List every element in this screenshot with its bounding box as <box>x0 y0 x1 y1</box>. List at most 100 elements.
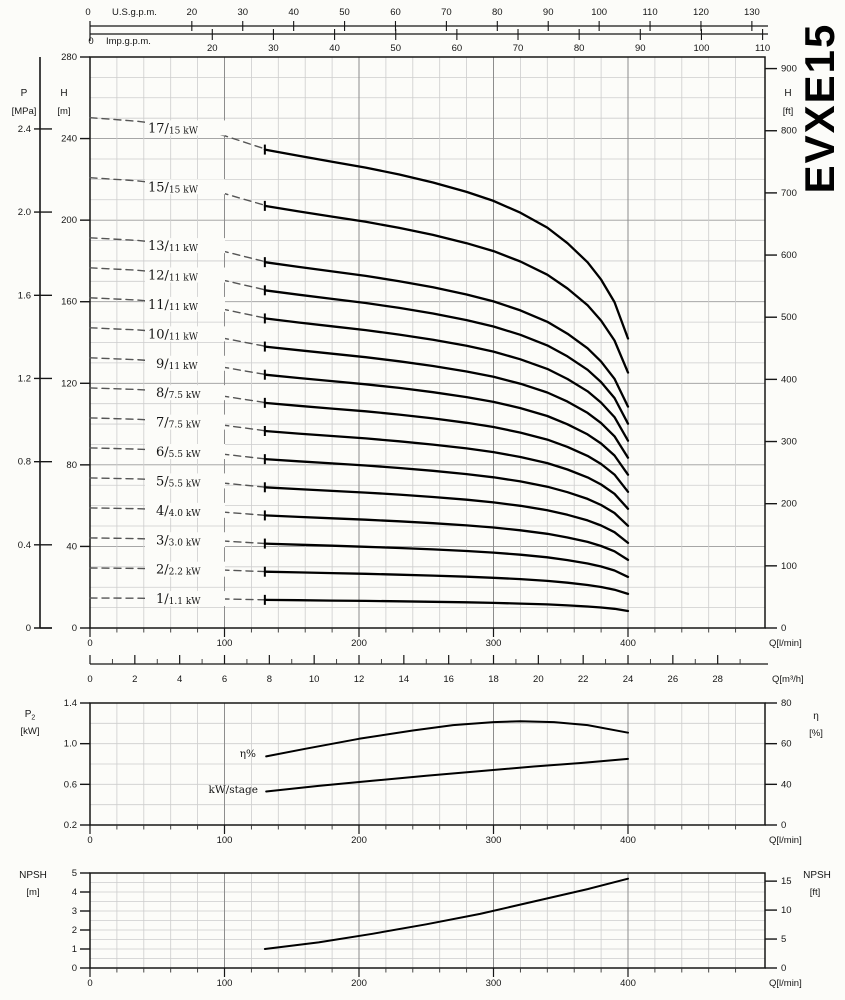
svg-text:2: 2 <box>132 674 137 685</box>
svg-text:0.8: 0.8 <box>18 457 31 468</box>
svg-text:300: 300 <box>486 835 502 846</box>
svg-text:300: 300 <box>486 978 502 989</box>
svg-text:5: 5 <box>781 934 786 945</box>
eta-axis-title: η <box>813 711 819 722</box>
power-curves: η% kW/stage <box>209 720 629 796</box>
svg-text:26: 26 <box>668 674 679 685</box>
hq-curve-12-stages <box>263 285 630 425</box>
svg-text:16: 16 <box>443 674 454 685</box>
svg-text:100: 100 <box>781 561 797 572</box>
svg-text:0: 0 <box>72 623 77 634</box>
svg-text:200: 200 <box>781 499 797 510</box>
svg-text:200: 200 <box>351 638 367 649</box>
svg-text:300: 300 <box>486 638 502 649</box>
svg-text:12: 12 <box>354 674 365 685</box>
npsh-curve <box>263 877 629 950</box>
svg-text:500: 500 <box>781 312 797 323</box>
svg-text:30: 30 <box>237 7 248 18</box>
svg-text:0: 0 <box>87 674 92 685</box>
svg-text:110: 110 <box>642 7 657 18</box>
head-axis-m: H [m] 280 240 200 160 120 80 40 0 <box>57 52 90 634</box>
curve-label-5-stages: 5/5.5 kW <box>156 474 201 489</box>
hq-curve-11-stages <box>263 313 630 442</box>
hq-curve-2-stages <box>263 566 630 596</box>
svg-text:400: 400 <box>781 374 797 385</box>
hq-curve-1-stages <box>263 594 630 613</box>
svg-text:22: 22 <box>578 674 589 685</box>
svg-text:24: 24 <box>623 674 634 685</box>
svg-text:50: 50 <box>390 43 401 54</box>
svg-text:1.0: 1.0 <box>64 739 77 750</box>
svg-text:Q[l/min]: Q[l/min] <box>769 638 802 649</box>
us-gpm-axis-title: U.S.g.p.m. <box>112 7 157 18</box>
model-title: EVXE15 <box>796 22 843 194</box>
svg-text:100: 100 <box>217 835 233 846</box>
npsh-ft-axis: NPSH [ft] 15 10 5 0 <box>765 870 831 974</box>
h-axis-title: H <box>60 88 67 99</box>
eta-axis: η [%] 80 60 40 0 <box>765 698 823 831</box>
svg-text:3: 3 <box>72 906 77 917</box>
svg-text:90: 90 <box>543 7 554 18</box>
curve-label-6-stages: 6/5.5 kW <box>156 445 201 460</box>
hq-curve-labels: 17/15 kW 15/15 kW 13/11 kW 12/11 kW 11/11 kW… <box>145 120 225 607</box>
svg-text:1.2: 1.2 <box>18 373 31 384</box>
svg-text:40: 40 <box>288 7 299 18</box>
power-q-axis: 0 100 200 300 400 Q[l/min] <box>87 825 802 846</box>
eta-curve-label: η% <box>240 748 256 760</box>
svg-text:60: 60 <box>390 7 401 18</box>
svg-text:0: 0 <box>87 835 92 846</box>
svg-text:[m]: [m] <box>26 887 39 898</box>
h-ft-axis-title: H <box>784 88 791 99</box>
svg-text:120: 120 <box>693 7 709 18</box>
curve-label-12-stages: 12/11 kW <box>148 269 199 284</box>
svg-text:160: 160 <box>61 297 77 308</box>
curve-label-4-stages: 4/4.0 kW <box>156 504 201 519</box>
main-q-axis: 0 100 200 300 400 Q[l/min] <box>87 628 802 649</box>
svg-text:80: 80 <box>492 7 503 18</box>
svg-text:70: 70 <box>513 43 524 54</box>
svg-text:0: 0 <box>26 623 31 634</box>
curve-label-3-stages: 3/3.0 kW <box>156 533 201 548</box>
svg-text:800: 800 <box>781 126 797 137</box>
q-m3h-axis: 0 2 4 6 8 10 12 14 16 18 20 22 24 26 28 Q[m³/h] <box>87 655 804 685</box>
svg-text:20: 20 <box>533 674 544 685</box>
hq-curve-15-stages <box>263 200 630 374</box>
npsh-ft-axis-title: NPSH <box>803 870 831 881</box>
svg-text:200: 200 <box>351 835 367 846</box>
svg-text:80: 80 <box>781 698 792 709</box>
svg-text:30: 30 <box>268 43 279 54</box>
svg-text:280: 280 <box>61 52 77 63</box>
curve-label-8-stages: 8/7.5 kW <box>156 386 201 401</box>
svg-text:1.6: 1.6 <box>18 290 31 301</box>
svg-text:120: 120 <box>61 378 77 389</box>
curve-label-17-stages: 17/15 kW <box>148 121 199 136</box>
svg-text:[kW]: [kW] <box>21 726 40 737</box>
svg-text:40: 40 <box>66 541 77 552</box>
svg-text:0: 0 <box>87 638 92 649</box>
svg-text:0.2: 0.2 <box>64 820 77 831</box>
main-head-flow-chart: 0 U.S.g.p.m. 20 30 40 50 60 70 80 90 100 110 120 1300… <box>12 7 804 685</box>
hq-curves <box>263 144 630 613</box>
npsh-m-axis: NPSH [m] 5 4 3 2 1 0 <box>19 868 90 974</box>
hq-curve-8-stages <box>263 397 630 493</box>
svg-text:6: 6 <box>222 674 227 685</box>
svg-text:0: 0 <box>781 963 786 974</box>
svg-text:400: 400 <box>620 638 636 649</box>
curve-label-10-stages: 10/11 kW <box>148 327 199 342</box>
curve-label-2-stages: 2/2.2 kW <box>156 563 201 578</box>
svg-text:80: 80 <box>66 460 77 471</box>
head-axis-ft: H [ft] 900 800 700 600 500 400 300 200 100 0 <box>765 64 797 634</box>
svg-text:14: 14 <box>399 674 410 685</box>
hq-curve-17-stages <box>263 144 630 340</box>
svg-text:40: 40 <box>329 43 340 54</box>
curve-label-9-stages: 9/11 kW <box>156 357 198 372</box>
svg-text:100: 100 <box>217 978 233 989</box>
svg-text:2: 2 <box>72 925 77 936</box>
svg-text:4: 4 <box>177 674 182 685</box>
svg-text:200: 200 <box>351 978 367 989</box>
svg-text:10: 10 <box>309 674 320 685</box>
curve-label-1-stages: 1/1.1 kW <box>156 592 201 607</box>
hq-curve-6-stages <box>263 454 630 527</box>
